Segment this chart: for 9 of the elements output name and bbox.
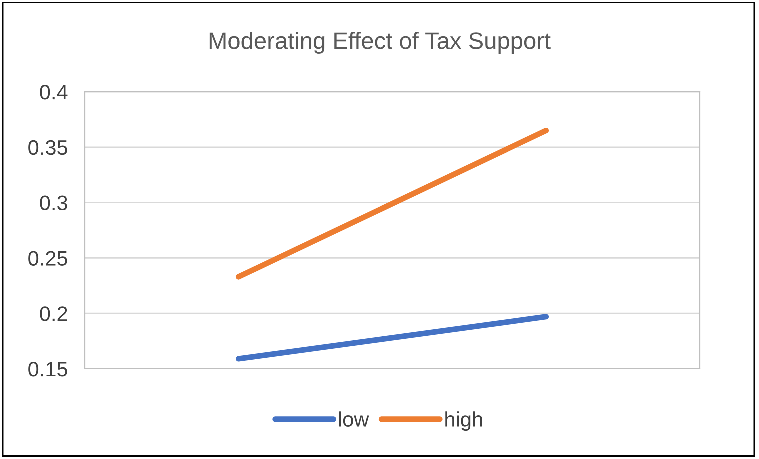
legend-label: low	[339, 412, 370, 427]
legend-label: high	[446, 412, 482, 432]
y-tick-label: 0.35	[28, 140, 68, 156]
y-tick-label: 0.25	[28, 251, 68, 266]
y-tick-label: 0.15	[28, 362, 68, 377]
chart-title: Moderating Effect of Tax Support	[210, 32, 551, 54]
y-tick-label: 0.4	[40, 85, 68, 100]
y-tick-label: 0.3	[40, 196, 68, 211]
y-tick-label: 0.2	[40, 306, 68, 322]
